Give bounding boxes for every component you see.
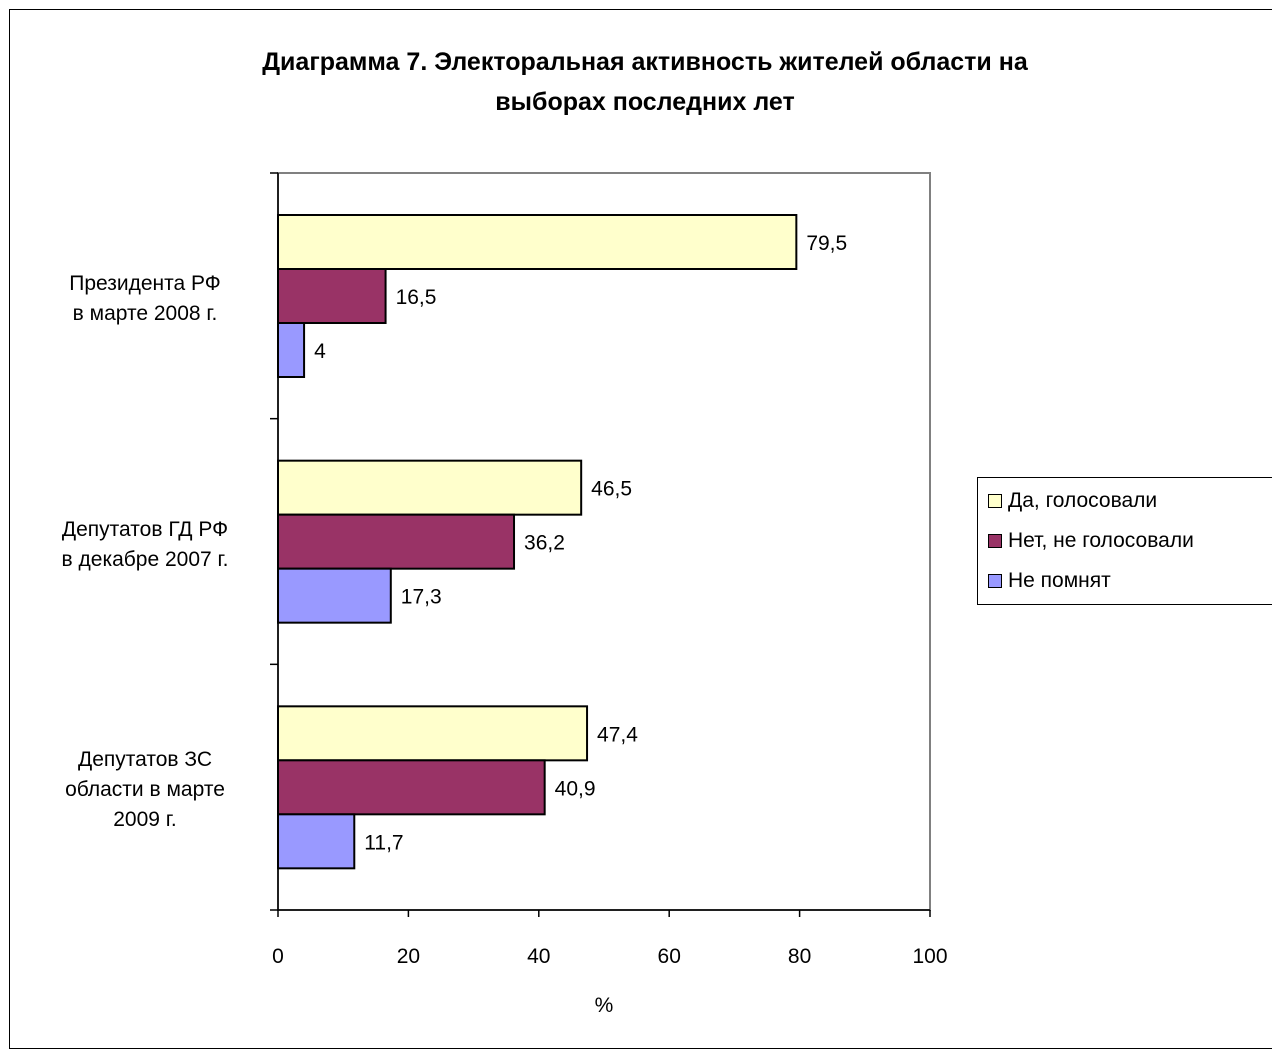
legend-swatch-dont-remember <box>988 574 1002 588</box>
data-label-yes-cat-1: 79,5 <box>806 232 847 255</box>
data-label-yes-cat-3: 47,4 <box>597 723 638 746</box>
category-label-3: Депутатов ЗС области в марте 2009 г. <box>20 745 270 835</box>
category-label-2: Депутатов ГД РФ в декабре 2007 г. <box>20 515 270 575</box>
bar-no-cat-2 <box>277 513 516 570</box>
chart-title-line-1: Диаграмма 7. Электоральная активность жи… <box>262 48 1028 76</box>
category-label-3-line-2: области в марте <box>65 778 225 802</box>
bar-dont-remember-cat-3 <box>277 813 356 870</box>
legend-swatch-no <box>988 534 1002 548</box>
data-label-no-cat-1: 16,5 <box>396 286 437 309</box>
legend: Да, голосовали Нет, не голосовали Не пом… <box>977 477 1272 605</box>
bar-no-cat-1 <box>277 268 387 324</box>
chart-title-line-2: выборах последних лет <box>495 88 795 116</box>
category-label-2-line-1: Депутатов ГД РФ <box>61 517 229 541</box>
bar-yes-cat-3 <box>277 705 589 762</box>
category-label-1-line-2: в марте 2008 г. <box>72 301 218 325</box>
category-label-3-line-1: Депутатов ЗС <box>77 748 213 772</box>
data-label-yes-cat-2: 46,5 <box>591 478 632 501</box>
category-label-2-line-2: в декабре 2007 г. <box>61 547 229 571</box>
data-label-no-cat-3: 40,9 <box>555 777 596 800</box>
x-tick-label-40: 40 <box>527 945 550 968</box>
category-label-1: Президента РФ в марте 2008 г. <box>20 269 270 329</box>
legend-item-no: Нет, не голосовали <box>988 526 1194 556</box>
legend-item-yes: Да, голосовали <box>988 486 1157 516</box>
data-label-no-cat-2: 36,2 <box>524 532 565 555</box>
legend-item-dont-remember: Не помнят <box>988 566 1111 596</box>
data-label-dont-remember-cat-3: 11,7 <box>364 831 403 854</box>
x-tick-label-20: 20 <box>397 945 420 968</box>
legend-label-no: Нет, не голосовали <box>1008 529 1194 552</box>
bar-yes-cat-2 <box>277 459 583 516</box>
bar-dont-remember-cat-1 <box>277 322 306 378</box>
x-axis-label: % <box>595 994 614 1017</box>
category-label-1-line-1: Президента РФ <box>69 271 221 295</box>
legend-label-yes: Да, голосовали <box>1008 489 1158 512</box>
x-tick-label-80: 80 <box>788 945 811 968</box>
data-label-dont-remember-cat-2: 17,3 <box>401 586 442 609</box>
category-label-3-line-3: 2009 г. <box>113 808 177 832</box>
legend-label-dont-remember: Не помнят <box>1008 569 1111 592</box>
chart-title: Диаграмма 7. Электоральная активность жи… <box>80 42 1210 122</box>
legend-swatch-yes <box>988 494 1002 508</box>
bar-no-cat-3 <box>277 759 546 816</box>
x-tick-label-0: 0 <box>272 945 284 968</box>
data-label-dont-remember-cat-1: 4 <box>314 340 326 363</box>
x-tick-label-100: 100 <box>912 945 947 968</box>
bar-yes-cat-1 <box>277 214 798 270</box>
x-tick-label-60: 60 <box>658 945 681 968</box>
bar-dont-remember-cat-2 <box>277 567 392 624</box>
